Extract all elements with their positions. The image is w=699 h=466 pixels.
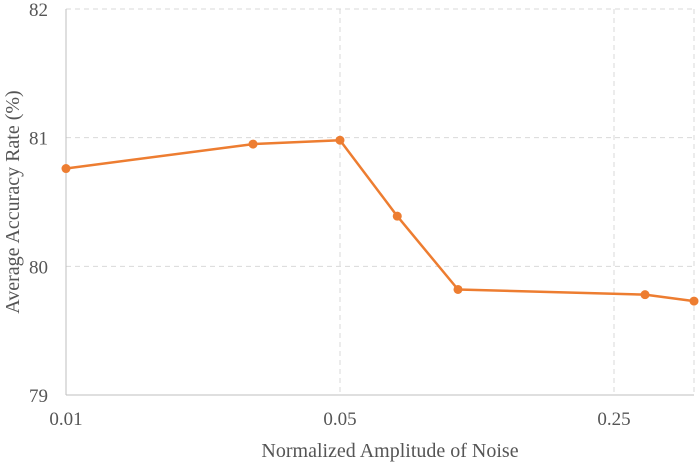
data-point [689,296,699,306]
data-point [248,139,258,149]
x-tick-label: 0.05 [323,409,356,430]
y-axis-title: Average Accuracy Rate (%) [2,90,24,313]
x-axis-title: Normalized Amplitude of Noise [261,440,518,462]
series-line [65,138,695,303]
y-tick-label: 81 [29,129,48,150]
x-tick-label: 0.25 [597,409,630,430]
tick-labels: 79 80 81 82 0.01 0.05 0.25 [29,0,631,430]
data-point [61,164,71,174]
y-tick-label: 79 [29,386,48,407]
data-point [335,135,345,145]
series-layer [61,135,699,306]
grid [66,8,695,395]
data-point [640,290,650,300]
x-tick-label: 0.01 [49,409,82,430]
data-point [453,284,463,294]
data-point [392,211,402,221]
y-tick-label: 80 [29,257,48,278]
axes [65,9,694,396]
y-tick-label: 82 [29,0,48,21]
